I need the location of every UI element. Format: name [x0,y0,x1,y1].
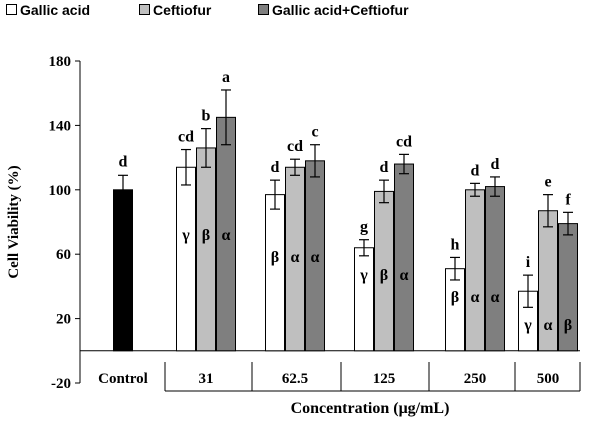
y-tick-label-3: 100 [49,183,72,199]
greek-ceftiofur-31: β [202,227,210,244]
greek-ceftiofur-62.5: α [291,249,300,266]
legend-swatch-gallic-acid [6,4,17,15]
bar-control [113,189,133,352]
y-tick-label-0: -20 [51,376,71,392]
letter-gallic-acid-250: h [451,236,460,253]
x-tick-label-125: 125 [373,371,396,387]
greek-ceftiofur-125: β [380,267,388,284]
bar-gallic-acid-125 [354,247,374,352]
greek-combination-62.5: α [311,249,320,266]
bar-gallic-acid-31 [176,166,196,352]
letter-gallic-acid-31: cd [178,129,194,146]
letter-combination-62.5: c [311,124,318,141]
letter-combination-500: f [565,191,571,208]
letter-combination-125: cd [396,133,412,150]
legend-label-gallic-acid: Gallic acid [20,2,91,18]
letter-gallic-acid-125: g [360,219,368,236]
x-axis-title: Concentration (μg/mL) [291,400,450,417]
greek-gallic-acid-62.5: β [271,249,279,266]
bar-combination-125 [394,163,414,352]
x-tick-label-500: 500 [537,371,560,387]
letter-ceftiofur-62.5: cd [287,138,303,155]
x-tick-label-control: Control [98,371,148,387]
greek-ceftiofur-250: α [471,289,480,306]
bar-combination-250 [485,186,505,352]
letter-combination-250: d [491,156,500,173]
greek-gallic-acid-500: γ [523,317,532,334]
bar-ceftiofur-250 [465,189,485,352]
legend: Gallic acid Ceftiofur Gallic acid+Ceftio… [0,0,597,24]
letter-ceftiofur-500: e [544,174,551,191]
legend-swatch-ceftiofur [139,4,150,15]
letter-gallic-acid-500: i [526,254,531,271]
bar-ceftiofur-31 [196,147,216,352]
greek-gallic-acid-250: β [451,289,459,306]
letter-gallic-acid-62.5: d [271,159,280,176]
bar-gallic-acid-62.5 [265,194,285,352]
y-axis-title: Cell Viability (%) [6,165,22,278]
greek-combination-31: α [222,227,231,244]
greek-ceftiofur-500: α [544,317,553,334]
greek-gallic-acid-31: γ [181,227,190,244]
y-tick-label-4: 140 [49,118,72,134]
legend-label-ceftiofur: Ceftiofur [153,2,212,18]
greek-combination-250: α [491,289,500,306]
y-tick-label-2: 60 [56,247,71,263]
x-tick-label-31: 31 [199,371,214,387]
greek-gallic-acid-125: γ [359,267,368,284]
letter-ceftiofur-31: b [202,108,211,125]
greek-combination-125: α [400,267,409,284]
y-tick-label-5: 180 [49,54,72,70]
letter-combination-31: a [222,69,230,86]
greek-combination-500: β [564,317,572,334]
letter-ceftiofur-250: d [471,162,480,179]
letter-control: d [119,153,128,170]
bar-gallic-acid-250 [445,268,465,352]
legend-swatch-combination [258,4,269,15]
x-tick-label-62.5: 62.5 [282,371,308,387]
x-tick-label-250: 250 [464,371,487,387]
legend-label-combination: Gallic acid+Ceftiofur [272,2,409,18]
y-tick-label-1: 20 [56,312,71,328]
letter-ceftiofur-125: d [380,159,389,176]
